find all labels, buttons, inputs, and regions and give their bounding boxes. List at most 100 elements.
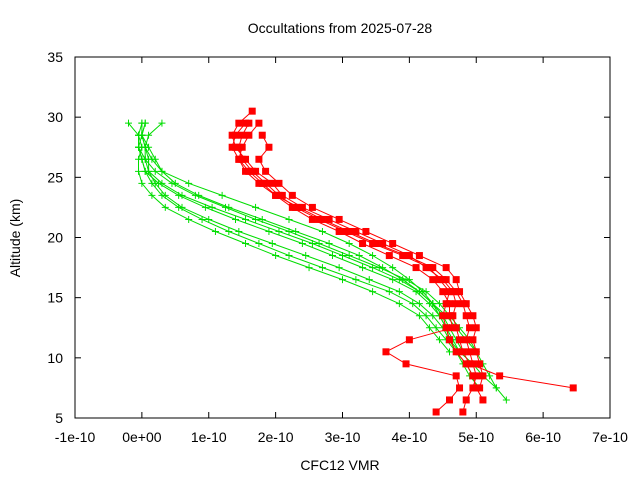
data-point-plus xyxy=(486,372,494,380)
data-point-square xyxy=(265,143,273,151)
data-point-square xyxy=(235,155,243,163)
data-point-square xyxy=(288,203,296,211)
data-point-plus xyxy=(275,227,283,235)
data-point-plus xyxy=(221,203,229,211)
data-point-plus xyxy=(135,167,143,175)
data-point-plus xyxy=(429,300,437,308)
data-point-plus xyxy=(145,167,153,175)
data-point-square xyxy=(318,215,326,223)
x-tick-label: 4e-10 xyxy=(391,429,427,445)
data-point-plus xyxy=(298,240,306,248)
data-point-plus xyxy=(345,240,353,248)
data-point-square xyxy=(469,312,477,320)
data-point-square xyxy=(446,336,453,344)
data-point-plus xyxy=(395,276,403,284)
x-tick-label: 6e-10 xyxy=(525,429,561,445)
data-point-plus xyxy=(151,167,159,175)
data-point-plus xyxy=(389,264,397,272)
data-point-plus xyxy=(158,119,166,127)
data-point-plus xyxy=(225,227,233,235)
data-point-plus xyxy=(359,264,367,272)
data-point-square xyxy=(456,384,464,392)
data-point-square xyxy=(442,324,450,332)
y-tick-label: 35 xyxy=(47,49,63,65)
data-point-square xyxy=(308,215,316,223)
data-point-plus xyxy=(365,276,373,284)
data-point-square xyxy=(435,276,443,284)
data-point-plus xyxy=(178,191,186,199)
data-point-square xyxy=(466,348,474,356)
series-line xyxy=(138,135,497,389)
data-point-plus xyxy=(255,240,263,248)
data-point-plus xyxy=(232,215,239,223)
data-point-plus xyxy=(415,312,423,320)
data-point-plus xyxy=(218,191,226,199)
data-point-square xyxy=(446,288,453,296)
data-point-plus xyxy=(422,288,430,296)
data-point-square xyxy=(462,336,470,344)
y-axis-label: Altitude (km) xyxy=(7,199,23,278)
data-point-square xyxy=(472,348,480,356)
data-point-square xyxy=(446,312,453,320)
series-line xyxy=(258,134,484,389)
data-point-square xyxy=(456,288,464,296)
data-point-square xyxy=(452,348,460,356)
data-point-square xyxy=(569,384,577,392)
data-point-plus xyxy=(191,191,199,199)
data-point-square xyxy=(429,264,437,272)
data-point-square xyxy=(255,179,263,187)
data-point-square xyxy=(446,300,453,308)
data-point-plus xyxy=(355,252,363,260)
data-point-square xyxy=(335,215,343,223)
green-profile-4 xyxy=(125,119,453,356)
data-point-plus xyxy=(141,119,149,127)
data-point-square xyxy=(462,360,470,368)
data-point-square xyxy=(262,167,270,175)
data-point-plus xyxy=(429,312,437,320)
x-tick-label: 7e-10 xyxy=(592,429,628,445)
data-point-plus xyxy=(125,119,132,127)
data-point-plus xyxy=(185,215,193,223)
data-point-square xyxy=(272,191,280,199)
data-point-square xyxy=(469,384,477,392)
data-point-square xyxy=(238,143,246,151)
data-point-plus xyxy=(141,155,149,163)
data-point-plus xyxy=(168,179,176,187)
data-point-plus xyxy=(318,264,326,272)
data-point-square xyxy=(288,191,296,199)
data-point-square xyxy=(432,408,440,416)
data-point-plus xyxy=(409,300,417,308)
data-point-square xyxy=(479,396,487,404)
data-point-plus xyxy=(352,276,360,284)
data-point-square xyxy=(462,396,470,404)
data-point-plus xyxy=(151,155,159,163)
axis-layer: -1e-10 0e+00 1e-10 2e-10 3e-10 4e-10 5e-10 6e-1… xyxy=(47,49,628,445)
data-point-square xyxy=(412,264,420,272)
x-tick-label: 5e-10 xyxy=(458,429,494,445)
data-point-plus xyxy=(268,240,276,248)
y-tick-label: 15 xyxy=(47,290,63,306)
data-point-plus xyxy=(422,312,430,320)
data-point-plus xyxy=(415,300,423,308)
data-point-square xyxy=(472,372,480,380)
data-point-square xyxy=(452,300,460,308)
data-point-plus xyxy=(502,396,510,404)
data-point-plus xyxy=(318,227,326,235)
data-point-square xyxy=(235,119,243,127)
data-point-square xyxy=(439,312,447,320)
data-point-square xyxy=(362,227,370,235)
data-point-plus xyxy=(185,179,193,187)
data-point-square xyxy=(479,372,487,380)
data-point-plus xyxy=(308,240,316,248)
data-point-plus xyxy=(325,240,333,248)
data-point-plus xyxy=(178,203,186,211)
data-point-square xyxy=(469,336,477,344)
data-point-plus xyxy=(211,227,219,235)
x-tick-label: 1e-10 xyxy=(191,429,227,445)
data-point-plus xyxy=(242,240,250,248)
data-point-plus xyxy=(302,252,310,260)
data-point-plus xyxy=(339,252,346,260)
data-point-square xyxy=(439,288,447,296)
data-point-square xyxy=(466,324,474,332)
